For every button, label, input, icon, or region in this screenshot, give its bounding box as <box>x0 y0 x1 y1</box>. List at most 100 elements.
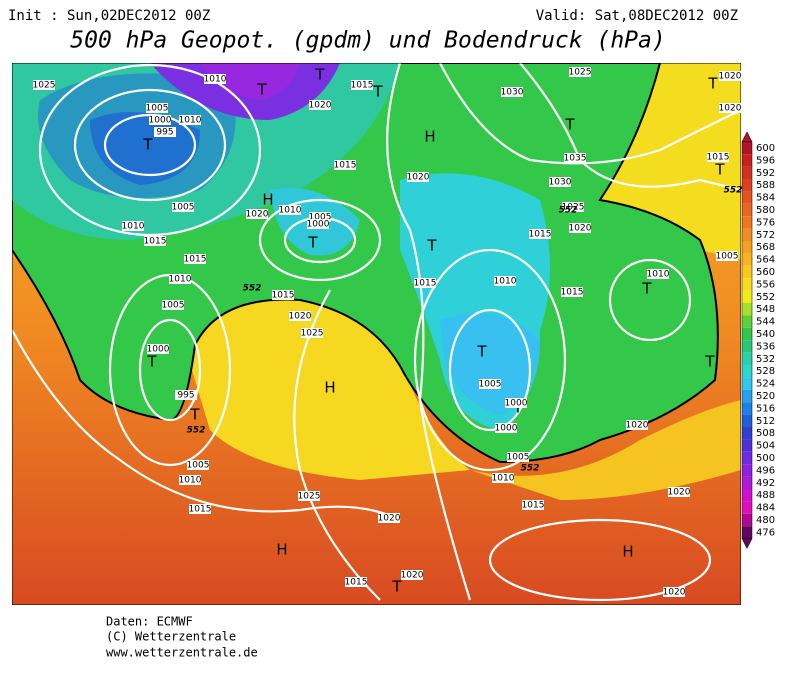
colorbar-label: 480 <box>756 515 775 526</box>
contour-label: 552 <box>243 284 262 294</box>
colorbar-label: 484 <box>756 503 775 514</box>
isobar-label-bg <box>505 398 527 408</box>
valid-time: Valid: Sat,08DEC2012 00Z <box>536 8 738 24</box>
colorbar-swatch <box>742 377 752 390</box>
isobar-label-bg <box>663 587 685 597</box>
colorbar-swatch <box>742 451 752 465</box>
isobar-label: 995 <box>177 391 194 401</box>
isobar-label-bg <box>522 500 544 510</box>
isobar-label: 1015 <box>272 291 295 301</box>
isobar-label-bg <box>179 475 201 485</box>
isobar-label-bg <box>549 177 571 187</box>
pressure-system: T <box>189 406 200 424</box>
colorbar-swatch <box>742 476 752 489</box>
isobar-label: 1035 <box>564 154 587 164</box>
colorbar-label: 556 <box>756 279 775 290</box>
colorbar-swatch <box>742 154 752 167</box>
colorbar-label: 596 <box>756 155 775 166</box>
isobar-label-bg <box>307 219 329 229</box>
isobar-label: 1010 <box>169 275 192 285</box>
footer-line: Daten: ECMWF <box>106 615 193 629</box>
isobar <box>73 88 227 202</box>
isobar-label: 1015 <box>189 505 212 515</box>
isobar-label: 995 <box>156 128 173 138</box>
colorbar-label: 508 <box>756 428 775 439</box>
pressure-system: T <box>476 343 487 361</box>
isobar-label: 1005 <box>187 461 210 471</box>
footer-line: (C) Wetterzentrale <box>106 630 236 644</box>
isobar-label-bg <box>626 420 648 430</box>
isobar-label: 1010 <box>122 222 145 232</box>
colorbar-swatch <box>742 327 752 341</box>
colorbar-label: 592 <box>756 168 775 179</box>
isobar-label: 1020 <box>246 210 269 220</box>
colorbar-swatch <box>742 166 752 179</box>
colorbar-label: 576 <box>756 217 775 228</box>
colorbar-swatch <box>742 228 752 241</box>
pressure-system: T <box>391 578 402 596</box>
colorbar-label: 572 <box>756 230 775 241</box>
isobar-label-bg <box>246 209 268 219</box>
isobar-label-bg <box>122 221 144 231</box>
pressure-system: H <box>262 191 273 209</box>
isobar-label-bg <box>179 115 201 125</box>
isobar-label-bg <box>561 287 583 297</box>
isobar-label-bg <box>187 460 209 470</box>
isobar-label: 1015 <box>351 81 374 91</box>
isobar-label: 1005 <box>507 453 530 463</box>
init-time: Init : Sun,02DEC2012 00Z <box>8 8 210 24</box>
isobar-label: 1010 <box>492 474 515 484</box>
map-title: 500 hPa Geopot. (gpdm) und Bodendruck (h… <box>70 28 665 54</box>
colorbar-swatch <box>742 414 752 427</box>
isobar-label: 1015 <box>184 255 207 265</box>
isobar-label-bg <box>716 251 738 261</box>
colorbar-label: 584 <box>756 193 775 204</box>
isobar-label: 1005 <box>146 104 169 114</box>
isobar-label-bg <box>289 311 311 321</box>
colorbar-label: 516 <box>756 403 775 414</box>
isobar-label: 1010 <box>179 476 202 486</box>
pressure-system: T <box>146 353 157 371</box>
footer-line: www.wetterzentrale.de <box>106 646 258 660</box>
isobar-label-bg <box>33 80 55 90</box>
colorbar-label: 580 <box>756 205 775 216</box>
isobar <box>413 248 567 472</box>
colorbar-label: 548 <box>756 304 775 315</box>
isobar-label-bg <box>146 103 168 113</box>
light-blue-region <box>440 313 540 415</box>
isobar-label-bg <box>562 202 584 212</box>
isobar-label: 1020 <box>626 421 649 431</box>
isobar-label: 1025 <box>569 68 592 78</box>
isobar-label: 1010 <box>647 270 670 280</box>
isobar-label: 1015 <box>334 161 357 171</box>
isobar <box>448 308 532 432</box>
isobar-label: 1005 <box>479 380 502 390</box>
yellow-region <box>470 400 741 500</box>
pressure-system: T <box>714 161 725 179</box>
isobar-label-bg <box>378 513 400 523</box>
colorbar-swatch <box>742 278 752 291</box>
isobar-label-bg <box>501 87 523 97</box>
isobar-label-bg <box>569 223 591 233</box>
isobar-label-bg <box>647 269 669 279</box>
isobar-label: 1020 <box>289 312 312 322</box>
pressure-system: T <box>142 136 153 154</box>
colorbar-label: 524 <box>756 379 775 390</box>
contour-label: 552 <box>187 426 206 436</box>
isobar-label-bg <box>495 423 517 433</box>
pressure-system: T <box>426 237 437 255</box>
colorbar-label: 504 <box>756 441 775 452</box>
isobar-label: 1000 <box>307 220 330 230</box>
isobar-label-bg <box>719 103 741 113</box>
isobar-label: 1015 <box>707 153 730 163</box>
colorbar-label: 560 <box>756 267 775 278</box>
colorbar-label: 536 <box>756 341 775 352</box>
colorbar-swatch <box>742 179 752 192</box>
isobar-label: 1010 <box>204 75 227 85</box>
colorbar-swatch <box>742 427 752 440</box>
isobar-label: 1015 <box>144 237 167 247</box>
isobar <box>608 258 692 342</box>
contour-label: 552 <box>559 206 578 216</box>
